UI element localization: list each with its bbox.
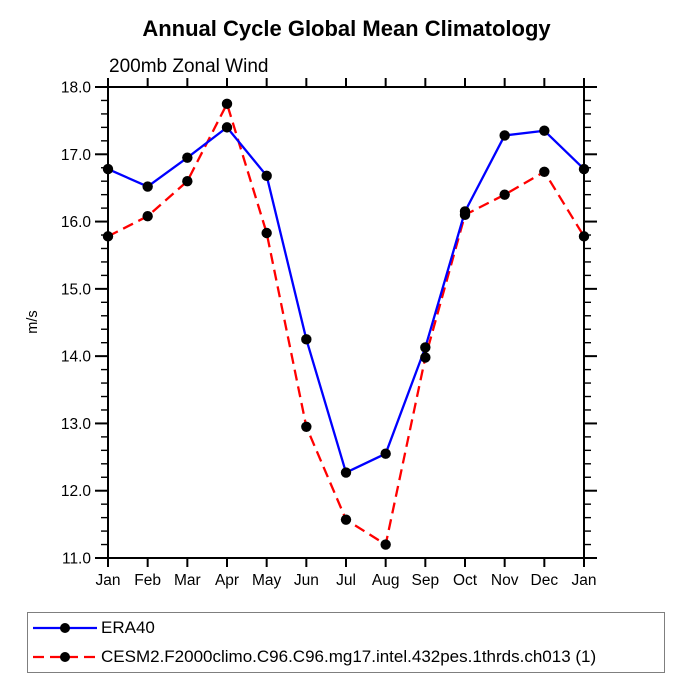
- era40-marker-icon: [60, 623, 70, 633]
- y-tick-label: 12.0: [61, 483, 92, 500]
- data-point-marker-0: [578, 163, 590, 175]
- x-tick-label: Oct: [453, 572, 478, 589]
- data-point-marker-0: [102, 163, 114, 175]
- data-point-marker-0: [261, 170, 272, 182]
- data-point-marker-0: [420, 342, 431, 353]
- chart-title: Annual Cycle Global Mean Climatology: [142, 16, 551, 41]
- x-tick-label: Sep: [412, 572, 440, 589]
- data-point-marker-1: [459, 209, 471, 221]
- data-point-marker-0: [182, 152, 193, 163]
- data-point-marker-0: [499, 130, 510, 141]
- legend-item-era40: ERA40: [30, 614, 664, 643]
- data-point-marker-0: [380, 448, 391, 459]
- x-tick-label: Feb: [134, 572, 161, 589]
- y-tick-label: 17.0: [61, 147, 92, 164]
- data-point-marker-1: [301, 421, 312, 432]
- data-point-marker-1: [102, 231, 114, 242]
- data-point-marker-1: [539, 166, 550, 177]
- y-tick-label: 13.0: [61, 416, 92, 433]
- data-point-marker-1: [261, 227, 272, 239]
- era40-line-sample: [33, 623, 97, 633]
- legend-item-cesm2: CESM2.F2000climo.C96.C96.mg17.intel.432p…: [30, 643, 664, 672]
- y-tick-label: 15.0: [61, 281, 92, 298]
- chart-subtitle: 200mb Zonal Wind: [109, 56, 269, 77]
- x-tick-label: Aug: [372, 572, 400, 589]
- data-point-marker-0: [221, 122, 233, 133]
- x-tick-label: May: [252, 572, 282, 589]
- y-axis-label: m/s: [25, 310, 41, 333]
- plot-frame: [107, 86, 585, 559]
- series-line-0: [107, 126, 585, 474]
- data-point-marker-0: [142, 181, 153, 192]
- data-point-marker-0: [301, 334, 312, 345]
- x-tick-label: Apr: [215, 572, 239, 589]
- legend-label-cesm2: CESM2.F2000climo.C96.C96.mg17.intel.432p…: [101, 647, 597, 666]
- x-tick-label: Jan: [96, 572, 121, 589]
- data-point-marker-1: [182, 176, 193, 187]
- cesm2-line-sample: [33, 652, 97, 662]
- x-tick-label: Jun: [294, 572, 319, 589]
- legend-label-era40: ERA40: [101, 618, 155, 637]
- data-point-marker-1: [142, 210, 153, 222]
- data-point-marker-1: [221, 98, 233, 110]
- y-tick-label: 14.0: [61, 349, 92, 366]
- legend-box: ERA40 CESM2.F2000climo.C96.C96.mg17.inte…: [27, 612, 665, 673]
- data-point-marker-1: [578, 231, 590, 242]
- y-tick-label: 16.0: [61, 214, 92, 231]
- y-tick-label: 11.0: [62, 551, 91, 568]
- x-tick-label: Jul: [336, 572, 356, 589]
- series-line-1: [107, 102, 585, 546]
- x-tick-label: Jan: [572, 572, 597, 589]
- data-point-marker-1: [380, 539, 391, 550]
- data-point-marker-1: [340, 514, 352, 525]
- y-tick-label: 18.0: [61, 80, 92, 97]
- cesm2-marker-icon: [60, 652, 70, 662]
- data-point-marker-1: [499, 189, 510, 200]
- data-point-marker-1: [420, 352, 431, 363]
- data-point-marker-0: [340, 467, 352, 478]
- data-point-marker-0: [539, 125, 550, 136]
- x-tick-label: Mar: [174, 572, 201, 589]
- x-tick-label: Nov: [491, 572, 519, 589]
- x-tick-label: Dec: [531, 572, 559, 589]
